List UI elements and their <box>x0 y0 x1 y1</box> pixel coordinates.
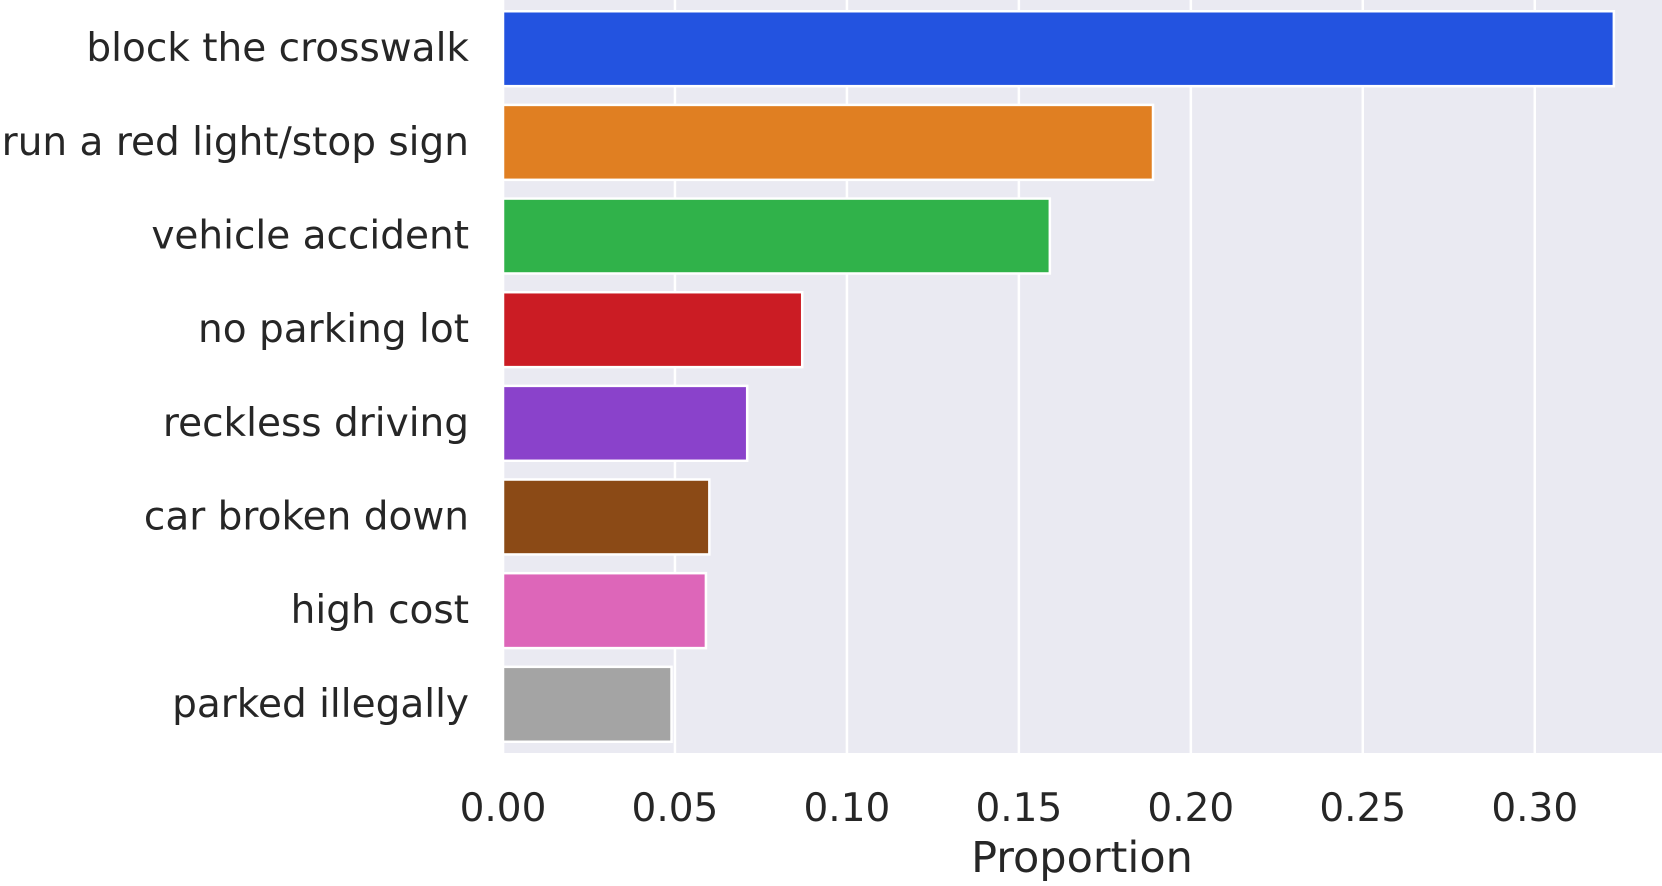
bar <box>501 9 1616 88</box>
x-tick-labels: 0.00 0.05 0.10 0.15 0.20 0.25 0.30 <box>460 786 1579 831</box>
x-tick-label: 0.15 <box>975 786 1062 831</box>
bar <box>501 665 673 744</box>
bar <box>501 290 804 369</box>
category-label: run a red light/stop sign <box>2 120 469 165</box>
y-tick-labels: block the crosswalk run a red light/stop … <box>2 26 470 727</box>
category-label: parked illegally <box>172 682 469 727</box>
bars <box>501 9 1616 744</box>
x-tick-label: 0.30 <box>1491 786 1578 831</box>
category-label: block the crosswalk <box>86 26 469 71</box>
x-tick-label: 0.00 <box>460 786 547 831</box>
category-label: high cost <box>291 588 469 633</box>
bar <box>501 384 749 463</box>
category-label: reckless driving <box>163 401 469 446</box>
x-axis-title: Proportion <box>971 833 1193 883</box>
bar <box>501 103 1155 182</box>
category-label: vehicle accident <box>151 214 469 259</box>
bar <box>501 478 711 556</box>
bar <box>501 571 708 650</box>
x-tick-label: 0.05 <box>632 786 719 831</box>
category-label: no parking lot <box>198 307 469 352</box>
x-tick-label: 0.10 <box>803 786 890 831</box>
bar <box>501 197 1052 275</box>
x-tick-label: 0.20 <box>1147 786 1234 831</box>
category-label: car broken down <box>144 494 469 539</box>
x-tick-label: 0.25 <box>1319 786 1406 831</box>
